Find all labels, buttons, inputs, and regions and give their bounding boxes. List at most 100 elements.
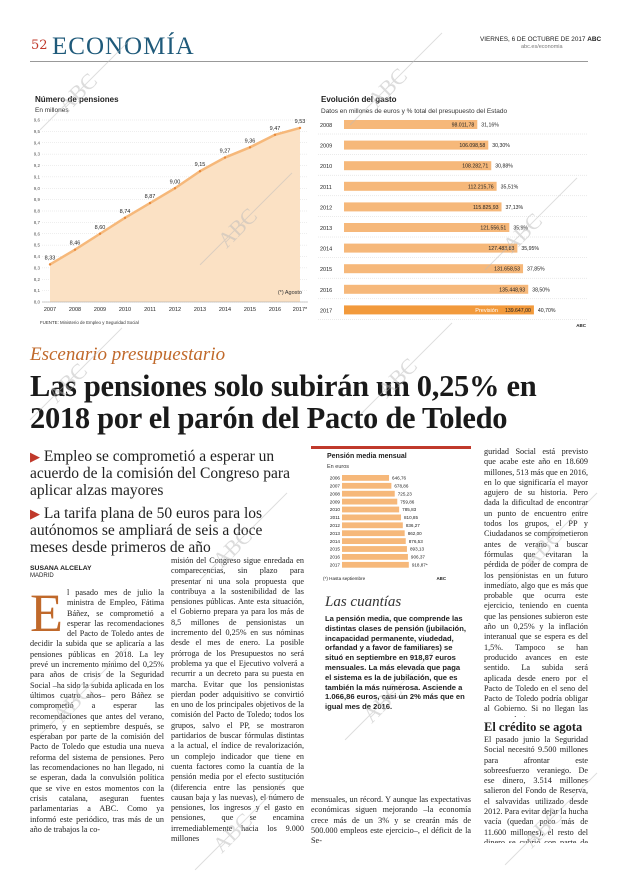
y-tick-label: 8,4 [34, 254, 41, 259]
header-rule [30, 61, 588, 62]
data-label: 9,36 [245, 138, 256, 144]
percent-label: 40,70% [538, 308, 556, 314]
value-label: 893,13 [410, 547, 424, 552]
data-label: 9,27 [220, 149, 231, 155]
data-point [48, 263, 52, 266]
y-tick-label: 9,5 [34, 129, 41, 134]
dateline: VIERNES, 6 DE OCTUBRE DE 2017 ABC [480, 36, 601, 43]
data-point [73, 248, 77, 251]
category-label: 2014 [330, 539, 341, 544]
value-label: 106.098,58 [459, 143, 485, 149]
bar [344, 223, 510, 232]
x-tick-label: 2012 [169, 307, 181, 313]
data-label: 9,53 [295, 119, 306, 125]
bar [342, 561, 409, 568]
category-label: 2015 [320, 267, 332, 273]
article-column-2: misión del Congreso sigue enredada en co… [171, 556, 304, 842]
y-tick-label: 8,1 [34, 288, 41, 293]
value-label: 810,85 [404, 515, 418, 520]
page-number: 52 [31, 38, 48, 53]
data-point [273, 133, 277, 136]
value-label: 759,86 [400, 499, 414, 504]
category-label: 2015 [330, 547, 341, 552]
data-point [298, 126, 302, 130]
y-tick-label: 9,6 [34, 118, 41, 123]
percent-label: 37,85% [527, 267, 545, 273]
data-label: 8,87 [145, 194, 156, 200]
deck: ▶ Empleo se comprometió a esperar un acu… [30, 448, 302, 556]
section-url: abc.es/economia [521, 44, 563, 50]
spending-chart-title: Evolución del gasto [321, 95, 397, 104]
bar [342, 498, 398, 505]
bar [342, 482, 392, 489]
category-label: 2006 [330, 476, 341, 481]
value-label: 876,53 [409, 539, 423, 544]
data-point [98, 232, 102, 235]
data-point [198, 169, 202, 173]
category-label: 2007 [330, 484, 341, 489]
x-tick-label: 2015 [244, 307, 256, 313]
category-label: 2012 [330, 523, 341, 528]
bar [342, 506, 400, 513]
value-label: 112.215,76 [468, 184, 494, 190]
bar [344, 120, 478, 129]
bar [344, 161, 492, 171]
category-label: 2010 [320, 164, 332, 170]
bar [344, 305, 534, 315]
x-tick-label: 2013 [194, 307, 206, 313]
subhead: El crédito se agota [484, 720, 583, 734]
pensions-area-chart: 8,0 8,1 8,2 8,3 8,4 8,5 8,6 8,7 8,8 8,9 9,0 9,1 9,2 9… [34, 118, 308, 314]
chart-note: (*) Hasta septiembre [323, 576, 366, 581]
monthly-chart-subtitle: En euros [327, 464, 350, 470]
category-label: 2016 [320, 288, 332, 294]
data-point [173, 187, 177, 190]
bar [344, 243, 518, 253]
value-label: 906,37 [411, 555, 425, 560]
watermark: ABC [52, 67, 103, 118]
value-label: 725,23 [398, 491, 412, 496]
brand: ABC [587, 36, 602, 43]
chart-note: (*) Agosto [278, 290, 302, 296]
bar [342, 490, 395, 497]
bar [344, 264, 524, 274]
drop-cap: E [30, 588, 63, 643]
category-label: 2016 [330, 555, 341, 560]
bar [342, 530, 405, 537]
percent-label: 37,13% [506, 205, 524, 211]
data-label: 8,74 [120, 209, 131, 215]
x-tick-label: 2016 [269, 307, 281, 313]
box-heading: Las cuantías [325, 594, 402, 610]
bar [344, 284, 529, 294]
percent-label: 35,51% [501, 184, 519, 190]
bar [342, 554, 408, 560]
category-label: 2013 [320, 226, 332, 232]
x-tick-label: 2014 [219, 307, 231, 313]
data-point [223, 156, 227, 159]
category-label: 2008 [320, 123, 332, 129]
value-label: 918,87* [412, 563, 428, 568]
data-label: 8,33 [45, 255, 56, 261]
byline: SUSANA ALCELAY [30, 565, 92, 572]
bar [342, 514, 401, 521]
category-label: 2012 [320, 205, 332, 211]
bar [342, 546, 407, 552]
y-tick-label: 8,3 [34, 265, 41, 270]
bar [342, 475, 390, 481]
category-label: 2009 [320, 144, 332, 150]
value-label: 131.658,53 [494, 267, 520, 273]
category-label: 2017 [330, 563, 341, 568]
chart-source: FUENTE: Ministerio de Empleo y Seguridad… [40, 320, 139, 325]
forecast-label: Previsión [475, 308, 498, 314]
watermark: ABC [362, 62, 413, 113]
value-label: 127.483,83 [488, 246, 514, 252]
category-label: 2011 [330, 515, 340, 520]
y-tick-label: 9,1 [34, 174, 41, 179]
value-label: 121.556,51 [480, 226, 506, 232]
value-label: 108.282,71 [462, 164, 488, 170]
value-label: 646,76 [392, 476, 406, 481]
pensions-chart-subtitle: En millones [35, 107, 69, 114]
data-label: 9,47 [270, 126, 281, 132]
date: VIERNES, 6 DE OCTUBRE DE 2017 [480, 36, 586, 43]
y-tick-label: 9,0 [34, 186, 41, 191]
